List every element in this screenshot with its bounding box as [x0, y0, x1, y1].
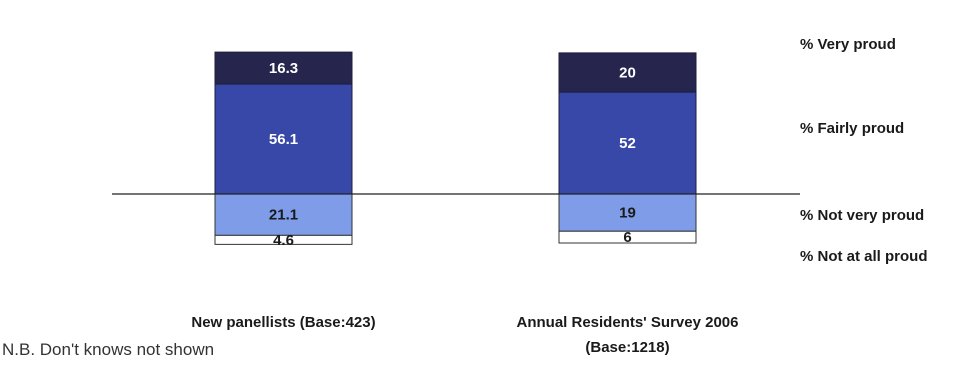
- bar-segment-fairly-proud: [214, 83, 353, 195]
- legend-item-fairly-proud: % Fairly proud: [800, 120, 904, 137]
- legend-item-not-at-all-proud: % Not at all proud: [800, 248, 928, 265]
- data-label: 20: [619, 64, 636, 81]
- footnote: N.B. Don't knows not shown: [2, 340, 215, 359]
- legend-item-not-very-proud: % Not very proud: [800, 207, 924, 224]
- category-label: Annual Residents' Survey 2006: [517, 314, 739, 331]
- data-label: 52: [619, 135, 636, 152]
- bar-segment-not-at-all-proud: [558, 230, 697, 244]
- data-label: 56.1: [269, 131, 298, 148]
- data-label: 19: [619, 205, 636, 222]
- category-label: (Base:1218): [585, 339, 669, 356]
- legend-item-very-proud: % Very proud: [800, 36, 896, 53]
- bar-segment-not-very-proud: [558, 193, 697, 232]
- bar-segment-not-at-all-proud: [214, 234, 353, 245]
- data-label: 4.6: [273, 232, 294, 249]
- data-label: 21.1: [269, 207, 298, 224]
- bar-segment-very-proud: [214, 51, 353, 85]
- category-label: New panellists (Base:423): [191, 314, 375, 331]
- bar-segment-fairly-proud: [558, 91, 697, 195]
- data-label: 16.3: [269, 60, 298, 77]
- data-label: 6: [623, 229, 631, 246]
- bar-segment-very-proud: [558, 52, 697, 93]
